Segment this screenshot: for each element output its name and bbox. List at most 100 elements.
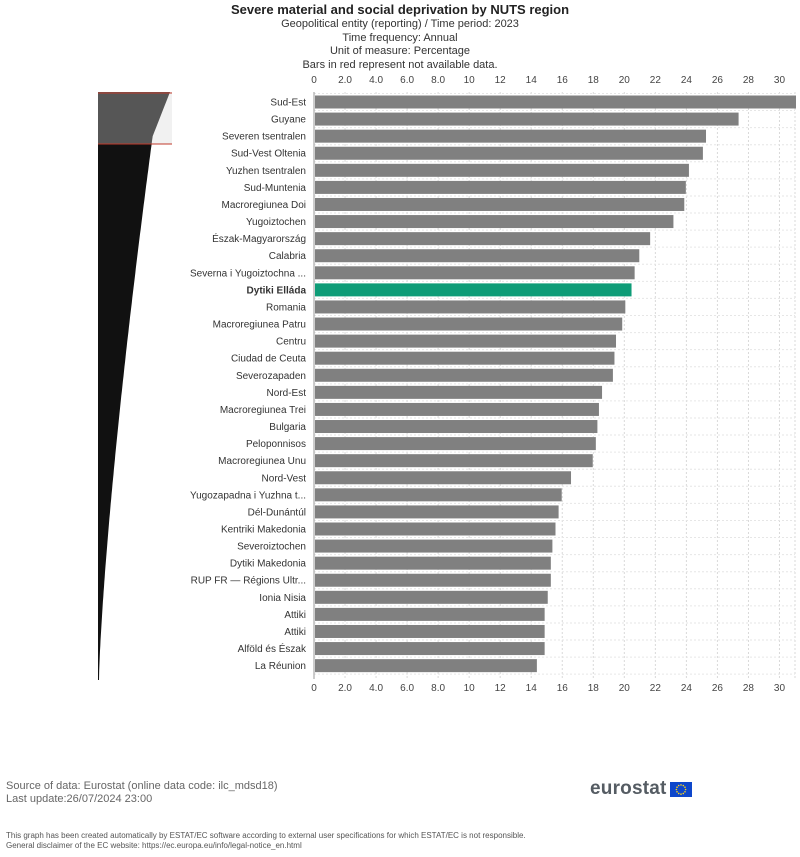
category-label: Sud-Muntenia	[244, 183, 307, 194]
x-tick-label-top: 6.0	[400, 75, 414, 86]
category-label: Romania	[266, 302, 306, 313]
bar[interactable]	[315, 232, 651, 246]
eu-star-icon	[677, 784, 680, 786]
category-label: Kentriki Makedonia	[221, 525, 306, 536]
navigator-distribution	[98, 92, 170, 680]
bar[interactable]	[315, 402, 599, 416]
bar[interactable]	[315, 368, 613, 382]
bar[interactable]	[315, 300, 626, 314]
category-label: Severozapaden	[236, 371, 306, 382]
x-tick-label-top: 12	[495, 75, 507, 86]
bar-chart: 0 0 2.0 2.0 4.0 4.0 6.0 6.0 8.0 8.0 10 10 12 12 14 14 16…	[190, 75, 796, 694]
category-label: RUP FR — Régions Ultr...	[191, 576, 306, 587]
x-tick-label-bottom: 12	[495, 683, 507, 694]
x-tick-label-top: 22	[650, 75, 662, 86]
x-tick-label-top: 24	[681, 75, 693, 86]
bar[interactable]	[315, 95, 796, 109]
bar[interactable]	[315, 249, 640, 263]
bar[interactable]	[315, 471, 572, 485]
bar[interactable]	[315, 317, 623, 331]
category-label: Ciudad de Ceuta	[231, 354, 306, 365]
x-tick-label-bottom: 24	[681, 683, 693, 694]
x-tick-label-bottom: 30	[774, 683, 786, 694]
category-label: Yuzhen tsentralen	[226, 166, 306, 177]
eu-star-icon	[675, 785, 678, 788]
chart-header: Severe material and social deprivation b…	[0, 0, 800, 72]
x-tick-label-bottom: 20	[619, 683, 631, 694]
bar[interactable]	[315, 385, 603, 399]
bar[interactable]	[315, 420, 598, 434]
eu-star-icon	[677, 792, 680, 794]
bar[interactable]	[315, 488, 562, 502]
bar[interactable]	[315, 522, 556, 536]
x-tick-label-bottom: 6.0	[400, 683, 414, 694]
bar[interactable]	[315, 659, 537, 673]
bar[interactable]	[315, 334, 617, 348]
bar[interactable]	[315, 573, 551, 587]
disclaimer: This graph has been created automaticall…	[6, 831, 526, 851]
bar[interactable]	[315, 590, 548, 604]
x-tick-label-top: 14	[526, 75, 538, 86]
bar[interactable]	[315, 215, 674, 229]
eu-star-icon	[679, 783, 682, 786]
x-tick-label-bottom: 4.0	[369, 683, 383, 694]
category-label: Észak-Magyarország	[212, 232, 306, 245]
bar[interactable]	[315, 624, 545, 638]
category-label: Macroregiunea Trei	[220, 405, 306, 416]
eu-star-icon	[675, 788, 677, 790]
eu-flag-icon	[669, 781, 692, 797]
category-label: Severna i Yugoiztochna ...	[190, 268, 306, 279]
category-label: Severoiztochen	[237, 542, 306, 553]
bar[interactable]	[315, 197, 685, 211]
bar[interactable]	[315, 283, 632, 297]
bar[interactable]	[315, 454, 593, 468]
category-label: Peloponnisos	[246, 439, 306, 450]
category-label: Attiki	[284, 610, 306, 621]
bar[interactable]	[315, 437, 596, 451]
bar[interactable]	[315, 642, 545, 656]
source-text: Source of data: Eurostat (online data co…	[6, 780, 278, 792]
bar[interactable]	[315, 129, 707, 143]
navigator-window[interactable]	[98, 92, 172, 144]
eu-star-icon	[675, 790, 678, 793]
source-note: Source of data: Eurostat (online data co…	[6, 780, 278, 806]
category-label: Macroregiunea Doi	[222, 200, 307, 211]
x-tick-label-top: 4.0	[369, 75, 383, 86]
x-tick-label-bottom: 2.0	[338, 683, 352, 694]
eu-star-icon	[679, 792, 682, 795]
bar[interactable]	[315, 351, 615, 365]
bar[interactable]	[315, 180, 686, 194]
category-label: Centru	[276, 337, 306, 348]
x-tick-label-bottom: 14	[526, 683, 538, 694]
category-label: Yugoiztochen	[246, 217, 306, 228]
x-tick-label-top: 28	[743, 75, 755, 86]
bar[interactable]	[315, 146, 703, 160]
x-tick-label-top: 20	[619, 75, 631, 86]
overview-navigator[interactable]	[98, 92, 172, 680]
eu-star-icon	[684, 788, 686, 790]
x-tick-label-bottom: 18	[588, 683, 600, 694]
eurostat-logo-text: eurostat	[590, 778, 667, 799]
x-tick-label-top: 10	[464, 75, 476, 86]
disclaimer-line: General disclaimer of the EC website: ht…	[6, 841, 302, 850]
category-label: Attiki	[284, 627, 306, 638]
bar[interactable]	[315, 163, 689, 177]
bar[interactable]	[315, 556, 551, 570]
bar[interactable]	[315, 539, 553, 553]
bar[interactable]	[315, 607, 545, 621]
x-tick-label-top: 8.0	[431, 75, 445, 86]
category-label: Macroregiunea Unu	[218, 456, 306, 467]
bar[interactable]	[315, 266, 635, 280]
category-label: Severen tsentralen	[222, 132, 306, 143]
eu-star-icon	[682, 792, 684, 794]
last-update-text: Last update:26/07/2024 23:00	[6, 793, 153, 805]
category-label: Dytiki Elláda	[247, 285, 307, 296]
category-label: Alföld és Észak	[238, 642, 307, 655]
eu-star-icon	[683, 790, 686, 793]
bar[interactable]	[315, 505, 559, 519]
subtitle-line: Unit of measure: Percentage	[329, 45, 471, 57]
category-label: Calabria	[269, 251, 307, 262]
x-tick-label-bottom: 16	[557, 683, 569, 694]
bar[interactable]	[315, 112, 739, 126]
x-tick-label-top: 0	[311, 75, 317, 86]
